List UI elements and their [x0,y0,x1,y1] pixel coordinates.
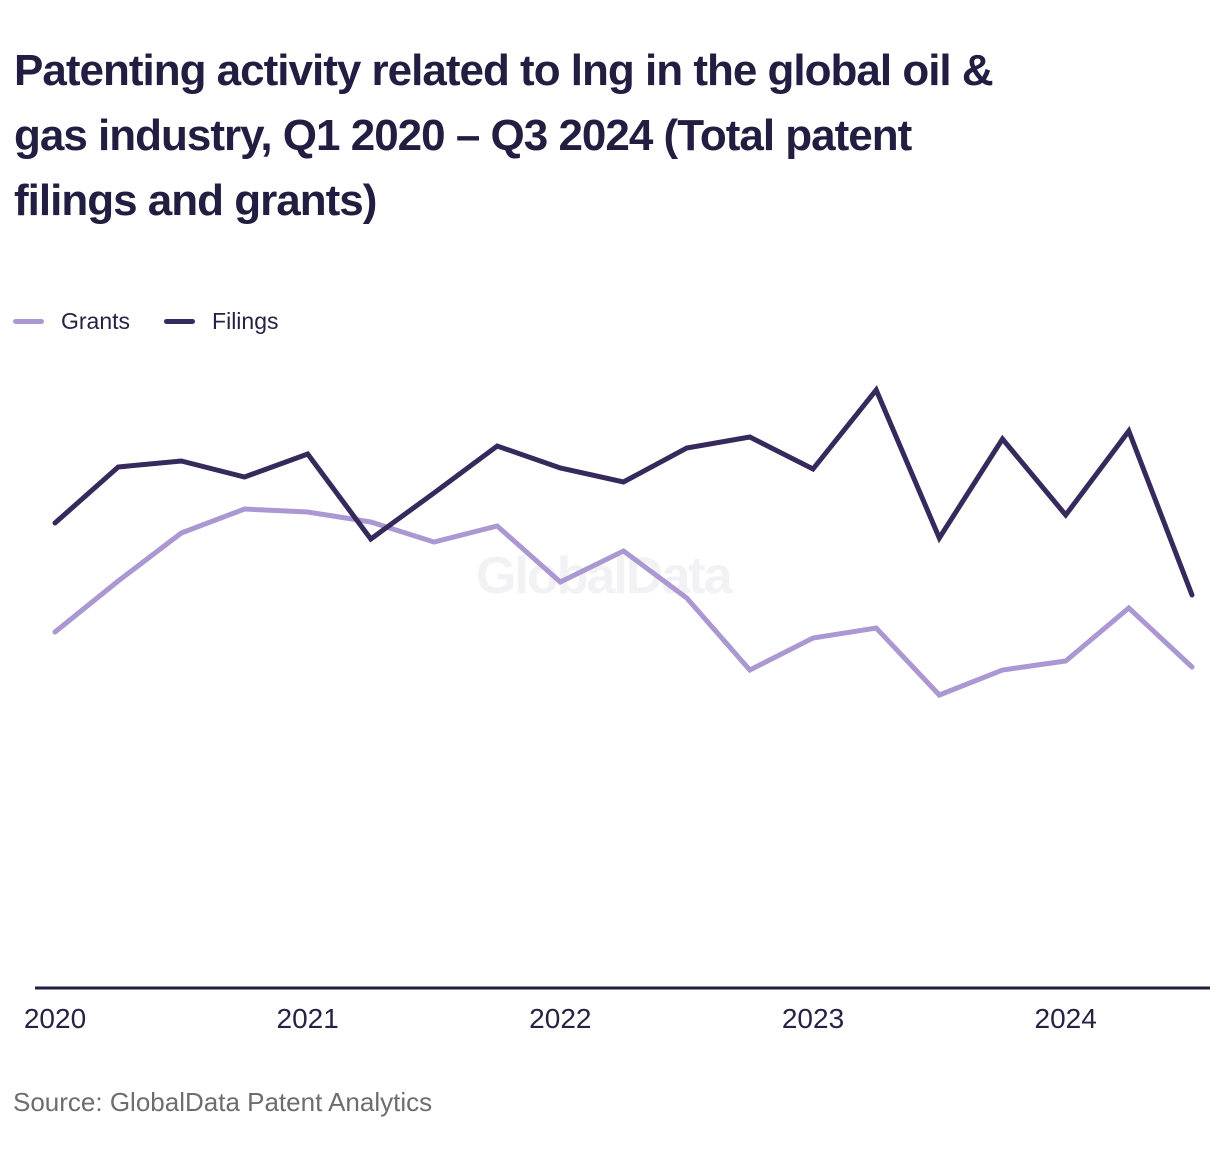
x-tick-2024: 2024 [1034,1003,1097,1034]
filings-line [52,385,1195,598]
source-attribution: Source: GlobalData Patent Analytics [13,1087,433,1117]
chart-title: Patenting activity related to lng in the… [14,38,1214,233]
legend-label-filings: Filings [212,308,279,334]
chart-title-line-3: filings and grants) [14,176,377,225]
grants-swatch-icon [13,319,44,324]
x-tick-2020: 2020 [23,1003,87,1034]
x-tick-2023: 2023 [781,1003,845,1034]
x-tick-2021: 2021 [276,1003,339,1034]
legend-item-grants: Grants [13,308,130,335]
grants-line [52,506,1195,698]
legend-label-grants: Grants [61,308,131,334]
legend: Grants Filings [13,308,279,335]
legend-item-filings: Filings [164,308,279,335]
globaldata-watermark: GlobalData [476,547,732,605]
filings-swatch-icon [164,319,196,324]
x-tick-2022: 2022 [529,1003,592,1034]
chart-title-line-1: Patenting activity related to lng in the… [14,46,994,95]
chart-title-line-2: gas industry, Q1 2020 – Q3 2024 (Total p… [14,111,912,160]
